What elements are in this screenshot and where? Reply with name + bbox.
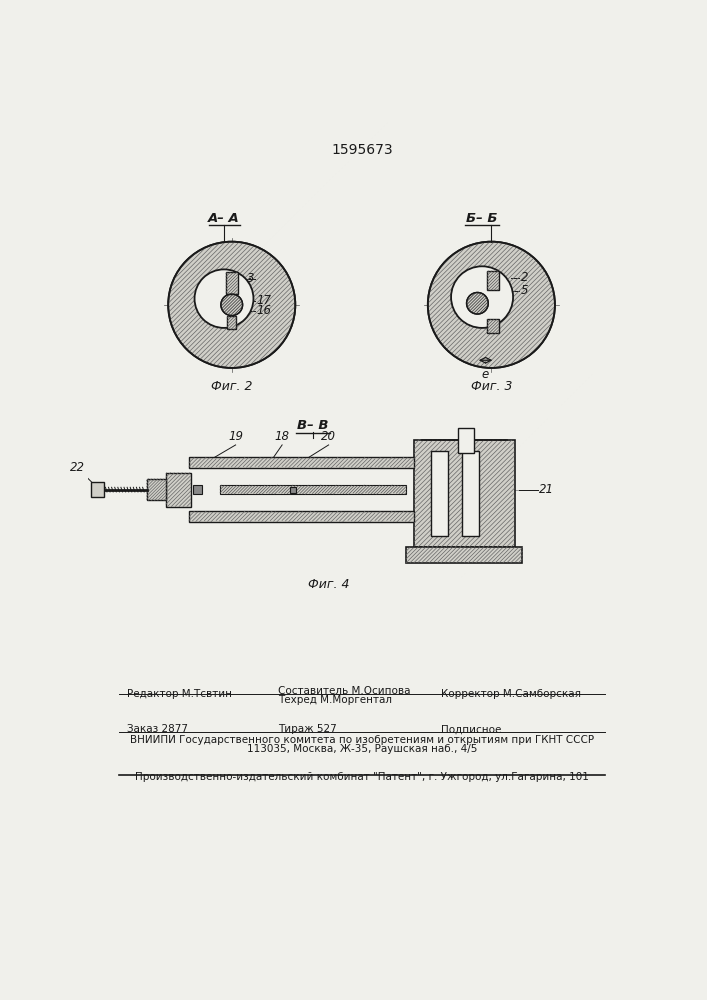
Bar	[220, 485, 406, 494]
Text: Корректор М.Самборская: Корректор М.Самборская	[441, 689, 581, 699]
Text: Тираж 527: Тираж 527	[279, 724, 337, 734]
Bar	[189, 457, 414, 468]
Bar	[227, 316, 236, 329]
Text: Техред М.Моргентал: Техред М.Моргентал	[279, 695, 392, 705]
Text: 22: 22	[70, 461, 85, 474]
Bar	[487, 271, 498, 290]
Circle shape	[168, 242, 296, 368]
Text: 1595673: 1595673	[331, 143, 393, 157]
Text: 18: 18	[274, 430, 290, 443]
Text: 17: 17	[257, 294, 271, 307]
Text: Составитель М.Осипова: Составитель М.Осипова	[279, 686, 411, 696]
Bar	[462, 451, 479, 536]
Circle shape	[467, 292, 489, 314]
Text: Б– Б: Б– Б	[467, 212, 498, 225]
Bar	[193, 485, 202, 494]
Bar	[406, 547, 522, 563]
Text: 21: 21	[539, 483, 554, 496]
Text: 2: 2	[521, 271, 528, 284]
Bar	[189, 511, 414, 522]
Circle shape	[451, 266, 513, 328]
Text: 113035, Москва, Ж-35, Раушская наб., 4/5: 113035, Москва, Ж-35, Раушская наб., 4/5	[247, 744, 477, 754]
Text: 5: 5	[521, 284, 528, 297]
Text: 20: 20	[321, 430, 336, 443]
Text: Редактор М.Тсвтин: Редактор М.Тсвтин	[127, 689, 232, 699]
Text: В– В: В– В	[298, 419, 329, 432]
Bar	[146, 479, 166, 500]
Text: Фиг. 3: Фиг. 3	[471, 380, 512, 393]
Text: 3: 3	[247, 272, 255, 285]
Text: 16: 16	[257, 304, 271, 317]
Text: e: e	[481, 368, 489, 381]
Bar	[226, 272, 238, 294]
Bar	[414, 440, 515, 547]
Text: Фиг. 4: Фиг. 4	[308, 578, 349, 591]
Text: А– А: А– А	[208, 212, 240, 225]
Bar	[487, 319, 498, 333]
Text: Фиг. 2: Фиг. 2	[211, 380, 252, 393]
Bar	[290, 487, 296, 493]
Text: 19: 19	[228, 430, 243, 443]
Bar	[166, 473, 191, 507]
Bar	[431, 451, 448, 536]
Text: Заказ 2877: Заказ 2877	[127, 724, 188, 734]
Text: Производственно-издательский комбинат "Патент", г. Ужгород, ул.Гагарина, 101: Производственно-издательский комбинат "П…	[135, 772, 589, 782]
Circle shape	[194, 269, 253, 328]
Text: Подписное: Подписное	[441, 724, 501, 734]
Bar	[458, 428, 474, 453]
Bar	[91, 482, 104, 497]
Circle shape	[428, 242, 555, 368]
Text: ВНИИПИ Государственного комитета по изобретениям и открытиям при ГКНТ СССР: ВНИИПИ Государственного комитета по изоб…	[130, 735, 594, 745]
Circle shape	[221, 294, 243, 316]
Bar	[189, 468, 414, 511]
